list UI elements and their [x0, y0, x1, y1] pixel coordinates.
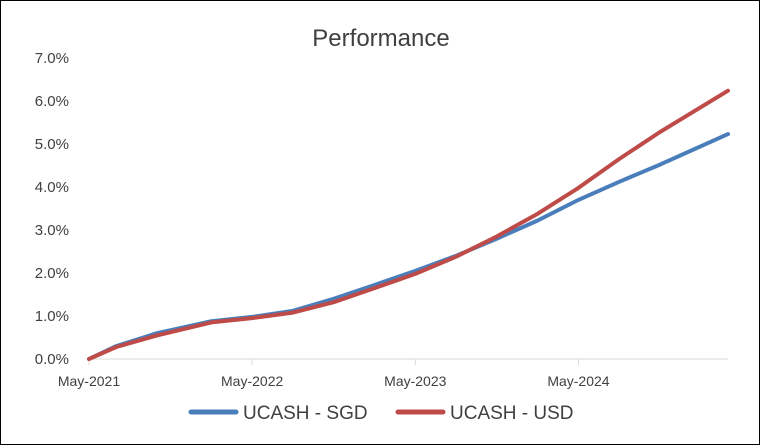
x-axis-ticks: May-2021 May-2022 May-2023 May-2024	[58, 359, 610, 389]
legend-label: UCASH - USD	[450, 403, 574, 424]
y-tick-label: 2.0%	[35, 265, 69, 282]
series-lines	[87, 88, 730, 361]
y-axis-ticks: 0.0% 1.0% 2.0% 3.0% 4.0% 5.0% 6.0% 7.0%	[35, 50, 69, 368]
y-tick-label: 6.0%	[35, 93, 69, 110]
y-tick-label: 3.0%	[35, 222, 69, 239]
legend: UCASH - SGD UCASH - USD	[188, 403, 574, 424]
series-line-ucash-usd	[87, 88, 730, 361]
x-tick-label: May-2021	[58, 373, 120, 389]
chart-title: Performance	[312, 25, 449, 52]
y-tick-label: 7.0%	[35, 50, 69, 67]
x-tick-label: May-2023	[384, 373, 446, 389]
series-line-ucash-sgd	[87, 132, 730, 361]
legend-label: UCASH - SGD	[243, 403, 368, 424]
x-tick-label: May-2022	[221, 373, 283, 389]
y-tick-label: 0.0%	[35, 351, 69, 368]
x-tick-label: May-2024	[547, 373, 609, 389]
y-tick-label: 5.0%	[35, 136, 69, 153]
y-tick-label: 4.0%	[35, 179, 69, 196]
y-tick-label: 1.0%	[35, 308, 69, 325]
